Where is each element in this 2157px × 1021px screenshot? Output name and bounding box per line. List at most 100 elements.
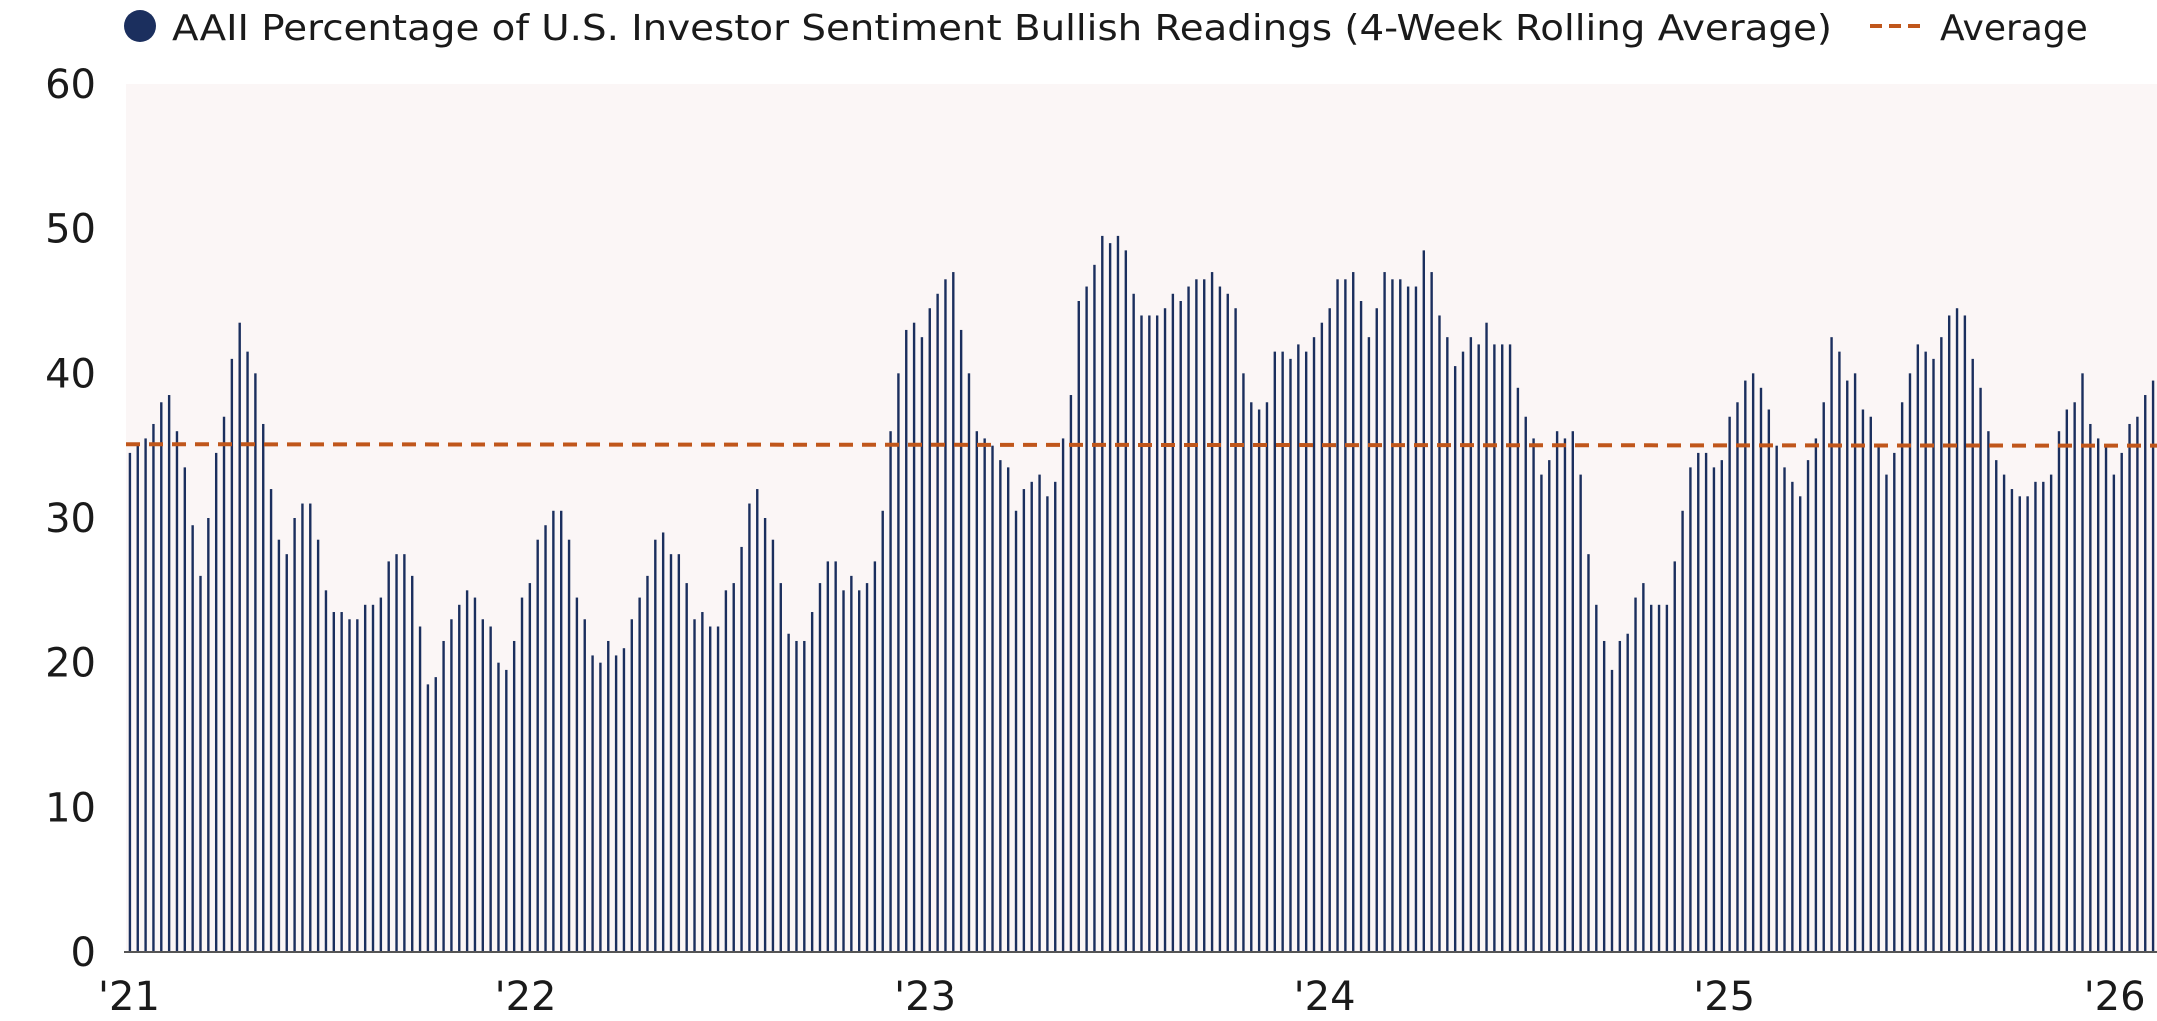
bar xyxy=(1791,481,1794,952)
bar xyxy=(1038,474,1041,952)
bar xyxy=(262,423,265,953)
bar xyxy=(1508,344,1512,952)
bar xyxy=(411,575,414,952)
bar xyxy=(536,539,539,952)
x-tick-label: '24 xyxy=(1294,974,1356,1020)
bar xyxy=(1759,387,1763,952)
bar xyxy=(724,590,728,952)
bar xyxy=(152,423,155,953)
bar xyxy=(920,337,924,952)
bar xyxy=(1328,308,1331,953)
bar xyxy=(1485,322,1488,952)
legend: AAII Percentage of U.S. Investor Sentime… xyxy=(124,8,2088,49)
bar xyxy=(1642,583,1645,952)
bar xyxy=(630,619,633,952)
bar xyxy=(850,575,853,952)
bar xyxy=(999,460,1002,952)
bar xyxy=(1446,337,1449,952)
bar xyxy=(1728,416,1731,953)
bar xyxy=(1579,474,1582,952)
bar xyxy=(254,373,257,953)
bar xyxy=(324,590,328,952)
bar xyxy=(1877,445,1880,952)
x-tick-label: '21 xyxy=(98,974,160,1020)
bar xyxy=(1265,402,1269,952)
bar xyxy=(2034,481,2037,952)
bar xyxy=(622,648,626,952)
bar xyxy=(1344,279,1347,952)
bar xyxy=(1438,315,1441,953)
bar xyxy=(348,619,351,952)
bar xyxy=(1218,286,1222,952)
bar xyxy=(1995,460,1998,952)
bar xyxy=(1195,279,1198,952)
bar xyxy=(677,554,681,952)
bar xyxy=(591,655,594,952)
bar xyxy=(1179,301,1182,952)
bar xyxy=(1744,380,1747,952)
bar xyxy=(1657,604,1661,952)
bar xyxy=(732,583,735,952)
bar xyxy=(1320,322,1324,952)
bar xyxy=(1916,344,1920,952)
bar xyxy=(740,546,743,952)
bar xyxy=(661,532,665,952)
bar xyxy=(1532,438,1535,952)
bar xyxy=(387,561,390,952)
bar xyxy=(1947,315,1951,953)
bar xyxy=(1242,373,1245,953)
bar xyxy=(575,597,579,952)
bar xyxy=(520,597,524,952)
y-tick-label: 0 xyxy=(71,930,96,976)
bar xyxy=(1469,337,1473,952)
bar xyxy=(1101,235,1104,952)
bar xyxy=(340,612,343,952)
bar xyxy=(1187,286,1190,952)
bar xyxy=(685,583,688,952)
bar xyxy=(1806,460,1810,952)
legend-marker-bars xyxy=(124,10,156,42)
bar xyxy=(1963,315,1967,953)
bar xyxy=(1602,640,1606,952)
bar xyxy=(1108,243,1112,952)
bar xyxy=(818,583,822,952)
bar xyxy=(1453,366,1457,953)
bar xyxy=(144,438,147,952)
bar xyxy=(2018,496,2021,952)
bar xyxy=(1618,640,1622,952)
bar xyxy=(1712,467,1716,952)
bar xyxy=(1304,351,1308,952)
bar xyxy=(560,510,563,952)
bar xyxy=(505,669,508,952)
bar xyxy=(167,395,171,952)
bar xyxy=(1689,467,1692,952)
bar xyxy=(465,590,469,952)
bar xyxy=(928,308,931,953)
bar xyxy=(2112,474,2116,952)
bar xyxy=(1085,286,1088,952)
bar xyxy=(1979,387,1982,952)
bar xyxy=(1132,293,1135,952)
bar xyxy=(1736,402,1739,952)
bar xyxy=(2042,481,2045,952)
bar xyxy=(748,503,751,952)
bar xyxy=(1257,409,1261,952)
y-tick-label: 50 xyxy=(45,207,96,253)
bar xyxy=(936,293,939,952)
bar xyxy=(991,445,994,952)
y-tick-label: 40 xyxy=(45,351,96,397)
bar xyxy=(646,575,649,952)
bar xyxy=(865,583,869,952)
bar xyxy=(160,402,163,952)
bar xyxy=(1273,351,1277,952)
bar xyxy=(1681,510,1684,952)
bar xyxy=(1893,452,1896,952)
bar xyxy=(191,525,194,952)
bar xyxy=(2120,452,2123,952)
bar xyxy=(638,597,641,952)
bar xyxy=(2081,373,2084,953)
bar xyxy=(1312,337,1316,952)
bar xyxy=(1673,561,1676,952)
bar xyxy=(583,619,586,952)
x-tick-label: '22 xyxy=(495,974,557,1020)
